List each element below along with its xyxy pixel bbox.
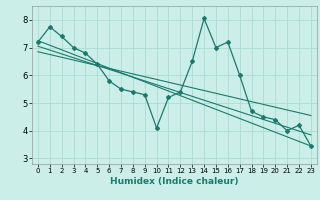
X-axis label: Humidex (Indice chaleur): Humidex (Indice chaleur) (110, 177, 239, 186)
